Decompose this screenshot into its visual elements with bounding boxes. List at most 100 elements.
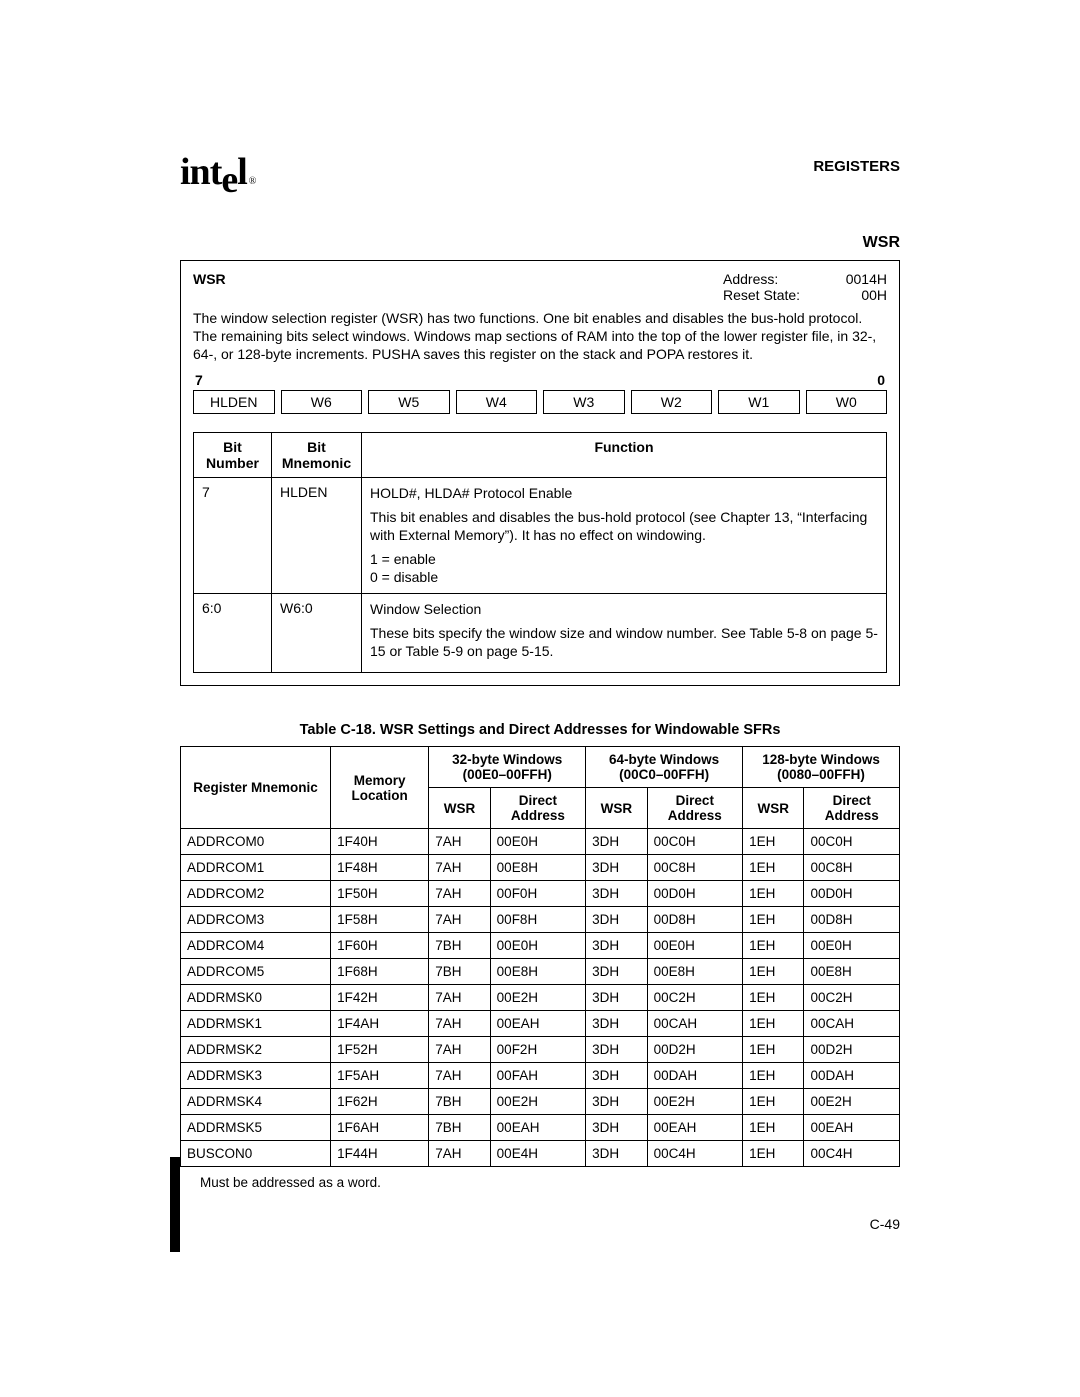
register-meta: Address: 0014H Reset State: 00H xyxy=(723,271,887,303)
cell: ADDRCOM0 xyxy=(181,829,331,855)
cell: 3DH xyxy=(586,881,647,907)
cell: 00C0H xyxy=(647,829,743,855)
cell: ADDRCOM2 xyxy=(181,881,331,907)
reset-value: 00H xyxy=(837,287,887,303)
table-caption: Table C-18. WSR Settings and Direct Addr… xyxy=(180,722,900,738)
cell: 7AH xyxy=(429,1037,490,1063)
cell: 00C8H xyxy=(647,855,743,881)
cell: 00CAH xyxy=(804,1011,900,1037)
cell: 1F58H xyxy=(331,907,429,933)
function-table: Bit Number Bit Mnemonic Function 7HLDENH… xyxy=(193,432,887,674)
cell: 00F2H xyxy=(490,1037,586,1063)
th-bit-mnemonic: Bit Mnemonic xyxy=(272,432,362,477)
cell-function: HOLD#, HLDA# Protocol EnableThis bit ena… xyxy=(362,477,887,593)
bit-cell: W3 xyxy=(543,390,625,414)
bit-cell: W0 xyxy=(806,390,888,414)
bit-cell: W2 xyxy=(631,390,713,414)
cell: 1F4AH xyxy=(331,1011,429,1037)
cell: 00D0H xyxy=(804,881,900,907)
bit-high: 7 xyxy=(195,372,203,388)
table-row: 7HLDENHOLD#, HLDA# Protocol EnableThis b… xyxy=(194,477,887,593)
th-wsr-32: WSR xyxy=(429,788,490,829)
cell: 1EH xyxy=(743,829,804,855)
th-wsr-64: WSR xyxy=(586,788,647,829)
cell: ADDRCOM3 xyxy=(181,907,331,933)
cell: 1F52H xyxy=(331,1037,429,1063)
table-row: ADDRMSK41F62H7BH00E2H3DH00E2H1EH00E2H xyxy=(181,1089,900,1115)
cell: 00E2H xyxy=(804,1089,900,1115)
cell-bit-number: 6:0 xyxy=(194,593,272,673)
address-label: Address: xyxy=(723,271,813,287)
cell: 00D8H xyxy=(647,907,743,933)
table-footnote: Must be addressed as a word. xyxy=(180,1175,900,1190)
th-da-64: Direct Address xyxy=(647,788,743,829)
th-bit-number: Bit Number xyxy=(194,432,272,477)
cell: 00E2H xyxy=(647,1089,743,1115)
cell: 7BH xyxy=(429,933,490,959)
cell: 00DAH xyxy=(804,1063,900,1089)
cell: 1EH xyxy=(743,985,804,1011)
cell: 00EAH xyxy=(490,1115,586,1141)
address-value: 0014H xyxy=(837,271,887,287)
cell: 3DH xyxy=(586,829,647,855)
cell: 00C0H xyxy=(804,829,900,855)
register-name: WSR xyxy=(193,271,226,303)
cell: 1EH xyxy=(743,1115,804,1141)
cell: 00D8H xyxy=(804,907,900,933)
th-da-128: Direct Address xyxy=(804,788,900,829)
cell: 1EH xyxy=(743,959,804,985)
cell: 1EH xyxy=(743,907,804,933)
cell: 1EH xyxy=(743,855,804,881)
bit-cell: W4 xyxy=(456,390,538,414)
cell: 00E8H xyxy=(490,959,586,985)
cell: 1EH xyxy=(743,1063,804,1089)
cell: 7BH xyxy=(429,1089,490,1115)
bit-cell: W5 xyxy=(368,390,450,414)
cell: 00E2H xyxy=(490,985,586,1011)
table-row: ADDRCOM41F60H7BH00E0H3DH00E0H1EH00E0H xyxy=(181,933,900,959)
cell: 00D2H xyxy=(647,1037,743,1063)
cell: 3DH xyxy=(586,933,647,959)
cell: 00F8H xyxy=(490,907,586,933)
th-wsr-128: WSR xyxy=(743,788,804,829)
cell: 1F5AH xyxy=(331,1063,429,1089)
cell: 3DH xyxy=(586,907,647,933)
cell: 00EAH xyxy=(647,1115,743,1141)
sfr-table: Register Mnemonic Memory Location 32-byt… xyxy=(180,746,900,1167)
cell: 00F0H xyxy=(490,881,586,907)
cell: ADDRCOM4 xyxy=(181,933,331,959)
cell-bit-number: 7 xyxy=(194,477,272,593)
cell: 7AH xyxy=(429,907,490,933)
cell: ADDRMSK4 xyxy=(181,1089,331,1115)
th-32byte: 32-byte Windows (00E0–00FFH) xyxy=(429,747,586,788)
cell: 3DH xyxy=(586,1063,647,1089)
cell: 00E4H xyxy=(490,1141,586,1167)
cell: 00E8H xyxy=(490,855,586,881)
bit-cell: W6 xyxy=(281,390,363,414)
table-row: ADDRMSK51F6AH7BH00EAH3DH00EAH1EH00EAH xyxy=(181,1115,900,1141)
cell: 00E0H xyxy=(647,933,743,959)
bit-cell: HLDEN xyxy=(193,390,275,414)
cell: 00E0H xyxy=(804,933,900,959)
cell: 1F62H xyxy=(331,1089,429,1115)
cell: 1EH xyxy=(743,1011,804,1037)
table-row: ADDRMSK11F4AH7AH00EAH3DH00CAH1EH00CAH xyxy=(181,1011,900,1037)
cell: 3DH xyxy=(586,1115,647,1141)
cell-bit-mnemonic: W6:0 xyxy=(272,593,362,673)
cell-function: Window SelectionThese bits specify the w… xyxy=(362,593,887,673)
bit-cell: W1 xyxy=(718,390,800,414)
section-header: REGISTERS xyxy=(813,150,900,175)
cell: 00C2H xyxy=(647,985,743,1011)
cell: 00EAH xyxy=(804,1115,900,1141)
cell-bit-mnemonic: HLDEN xyxy=(272,477,362,593)
cell: 00E0H xyxy=(490,933,586,959)
cell: 00E8H xyxy=(804,959,900,985)
cell: 7AH xyxy=(429,829,490,855)
cell: BUSCON0 xyxy=(181,1141,331,1167)
logo: intel® xyxy=(180,150,253,194)
cell: 7BH xyxy=(429,959,490,985)
cell: 00E8H xyxy=(647,959,743,985)
cell: 3DH xyxy=(586,1089,647,1115)
table-row: ADDRCOM51F68H7BH00E8H3DH00E8H1EH00E8H xyxy=(181,959,900,985)
cell: 00C4H xyxy=(647,1141,743,1167)
